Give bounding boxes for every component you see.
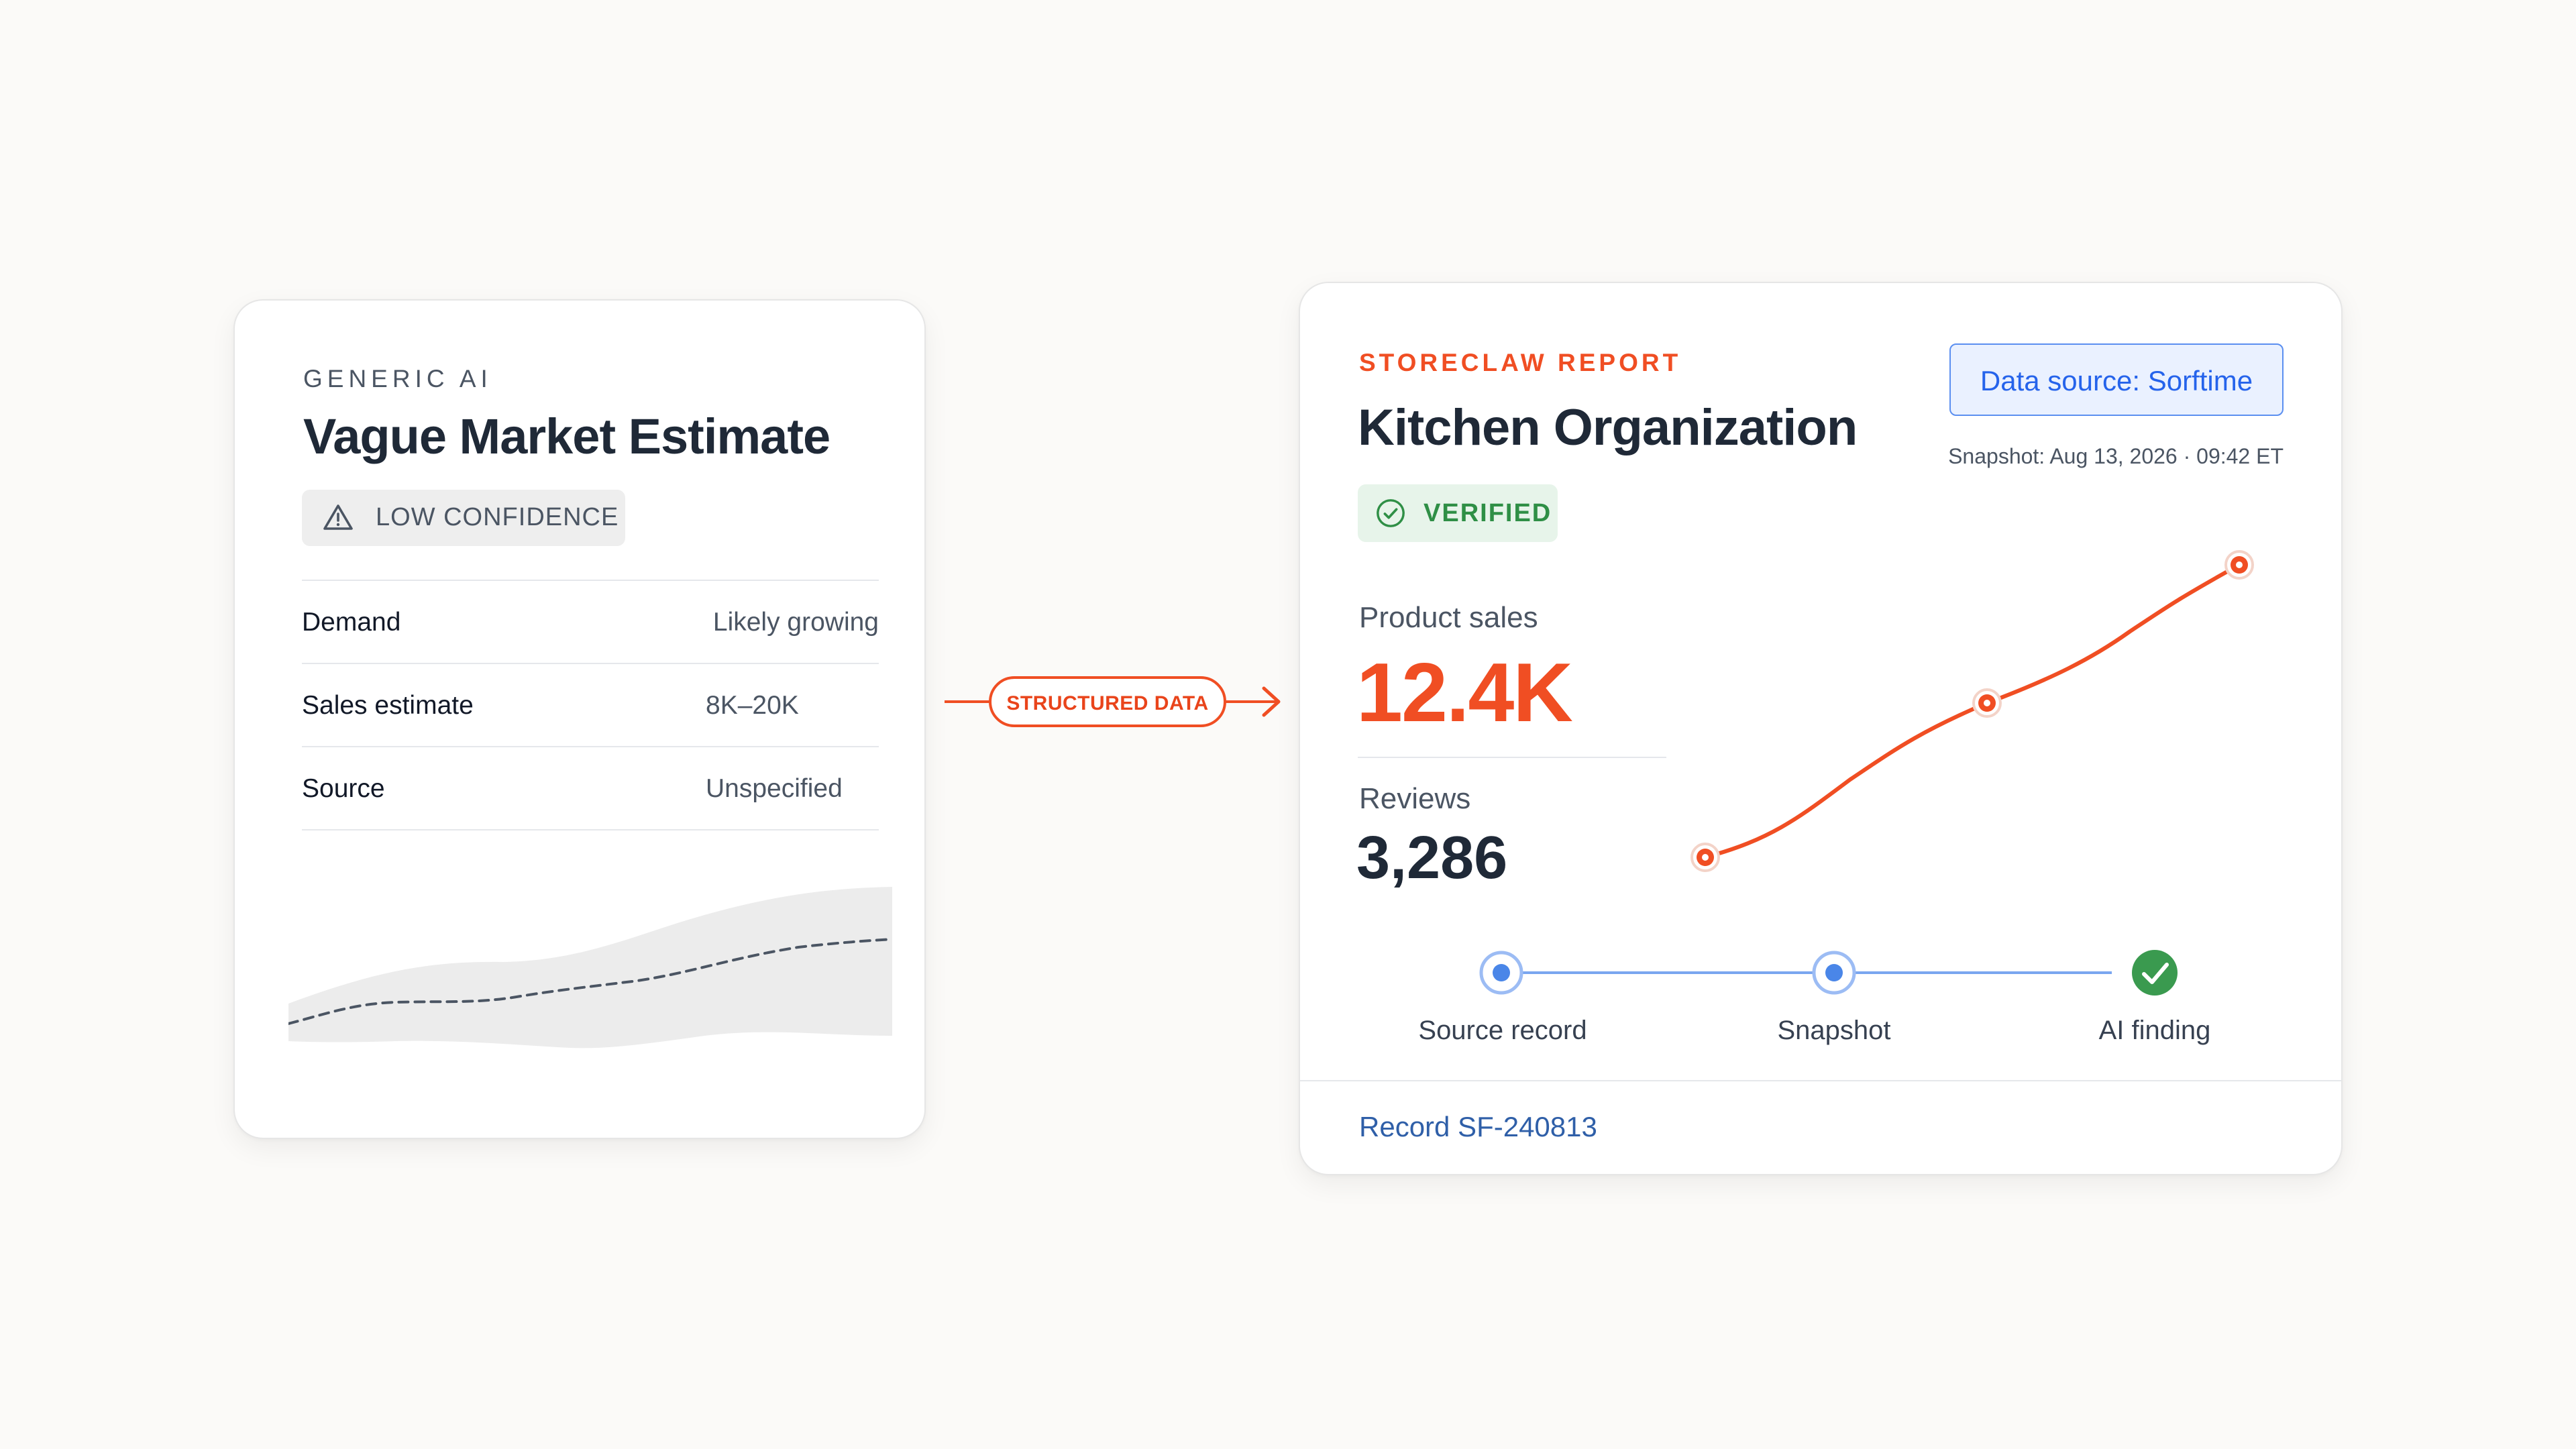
warning-triangle-icon [323, 504, 353, 530]
product-sales-value: 12.4K [1356, 647, 1573, 739]
card-eyebrow: GENERIC AI [303, 365, 492, 392]
pipeline-step-source-icon [1479, 951, 1523, 995]
trend-point [1972, 688, 2002, 718]
metric-label: Reviews [1359, 782, 1471, 815]
connector-arrow-icon [945, 686, 1281, 717]
vague-trend-chart [288, 887, 892, 1049]
row-value: 8K–20K [706, 691, 799, 720]
low-confidence-badge: LOW CONFIDENCE [302, 490, 625, 546]
structured-data-pill: STRUCTURED DATA [989, 676, 1226, 727]
snapshot-timestamp: Snapshot: Aug 13, 2026 · 09:42 ET [1948, 444, 2284, 468]
report-graphics [1479, 550, 2254, 996]
card-title: Vague Market Estimate [303, 409, 830, 464]
table-row: Source Unspecified [302, 746, 879, 830]
data-source-button[interactable]: Data source: Sorftime [1949, 343, 2284, 416]
footer-divider [1300, 1080, 2341, 1081]
check-circle-icon [1377, 499, 1405, 527]
connector-label: STRUCTURED DATA [1006, 692, 1209, 714]
badge-label: LOW CONFIDENCE [376, 503, 619, 531]
reviews-value: 3,286 [1356, 824, 1508, 892]
sales-trend-line [1703, 563, 2241, 859]
pipeline-step-label: Snapshot [1777, 1016, 1891, 1045]
row-value: Unspecified [706, 774, 843, 803]
pipeline-step-check-icon [2132, 950, 2178, 996]
dashed-trend-line [288, 938, 892, 1025]
data-source-label: Data source: Sorftime [1980, 365, 2253, 396]
table-row: Sales estimate 8K–20K [302, 663, 879, 746]
trend-point [1690, 843, 1720, 872]
uncertainty-band [288, 887, 892, 1049]
report-eyebrow: STORECLAW REPORT [1359, 349, 1682, 376]
row-value: Likely growing [712, 608, 879, 637]
report-title: Kitchen Organization [1358, 399, 1858, 456]
generic-ai-card: GENERIC AI Vague Market Estimate LOW CON… [233, 299, 926, 1139]
verified-badge: VERIFIED [1358, 484, 1558, 542]
row-label: Source [302, 774, 385, 803]
record-link[interactable]: Record SF-240813 [1359, 1111, 1597, 1142]
storeclaw-report-card: STORECLAW REPORT Kitchen Organization VE… [1299, 282, 2343, 1175]
divider [1358, 757, 1666, 758]
row-label: Sales estimate [302, 691, 474, 720]
trend-point [2224, 550, 2254, 580]
row-label: Demand [302, 608, 401, 637]
pipeline-step-label: Source record [1418, 1016, 1587, 1045]
badge-label: VERIFIED [1424, 499, 1552, 527]
pipeline-step-snapshot-icon [1812, 951, 1856, 995]
metric-label: Product sales [1359, 601, 1538, 634]
table-row: Demand Likely growing [302, 580, 879, 663]
structured-data-connector: STRUCTURED DATA [945, 671, 1287, 742]
pipeline-step-label: AI finding [2098, 1016, 2211, 1045]
estimate-table: Demand Likely growing Sales estimate 8K–… [302, 580, 879, 830]
